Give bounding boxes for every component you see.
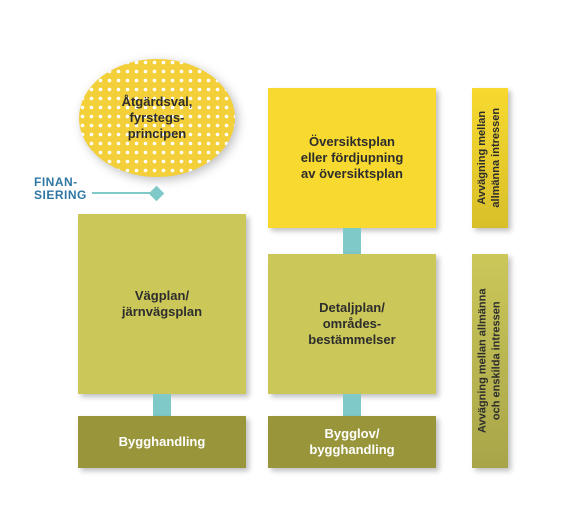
- sidebar-bottom-label: Avvägning mellan allmännaoch enskilda in…: [476, 289, 504, 433]
- connector-right-1: [343, 228, 361, 254]
- financing-label: FINAN-SIERING: [34, 176, 87, 202]
- box-detaljplan: Detaljplan/områdes-bestämmelser: [268, 254, 436, 394]
- diagram-stage: Åtgärdsval,fyrstegs-principenFINAN-SIERI…: [0, 0, 587, 532]
- sidebar-top-label: Avvägning mellanallmänna intressen: [476, 108, 504, 208]
- oval-atgardsval: Åtgärdsval,fyrstegs-principen: [78, 58, 236, 178]
- connector-left-1: [153, 394, 171, 416]
- box-vagplan: Vägplan/järnvägsplan: [78, 214, 246, 394]
- financing-line: [92, 192, 156, 194]
- box-bygghandling: Bygghandling: [78, 416, 246, 468]
- sidebar-bottom: Avvägning mellan allmännaoch enskilda in…: [472, 254, 508, 468]
- box-bygglov: Bygglov/bygghandling: [268, 416, 436, 468]
- box-oversiktsplan: Översiktsplaneller fördjupningav översik…: [268, 88, 436, 228]
- financing-diamond: [148, 185, 164, 201]
- oval-label: Åtgärdsval,fyrstegs-principen: [78, 58, 236, 178]
- connector-right-2: [343, 394, 361, 416]
- sidebar-top: Avvägning mellanallmänna intressen: [472, 88, 508, 228]
